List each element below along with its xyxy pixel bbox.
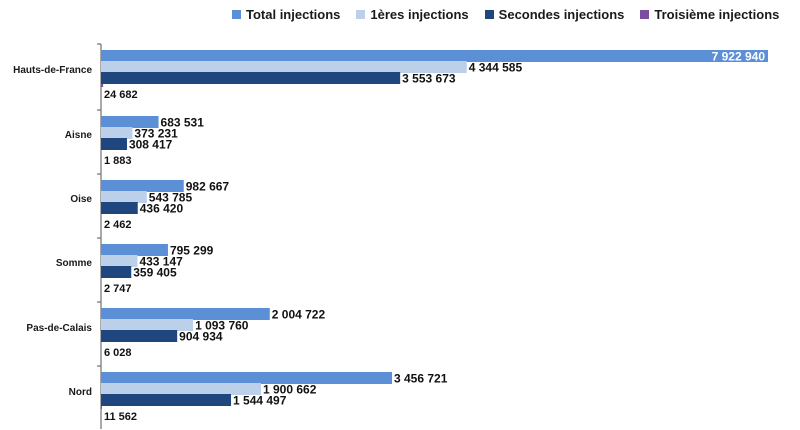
bar: [101, 255, 138, 267]
data-label: 308 417: [129, 138, 173, 152]
bar: [101, 330, 178, 342]
data-label: 1 900 662: [263, 383, 317, 397]
category-label: Aisne: [65, 130, 93, 141]
data-label: 1 093 760: [195, 319, 249, 333]
category-label: Pas-de-Calais: [26, 323, 92, 334]
data-label: 795 299: [170, 244, 214, 258]
bar: [101, 202, 138, 214]
data-label: 433 147: [139, 255, 183, 269]
legend-swatch-first: [356, 10, 366, 19]
legend-label-third: Troisième injections: [654, 7, 780, 22]
data-label: 3 456 721: [394, 372, 448, 386]
legend-label-second: Secondes injections: [498, 7, 625, 22]
bar: [101, 127, 133, 139]
legend-swatch-third: [640, 10, 650, 19]
legend-item-first: 1ères injections: [356, 7, 469, 22]
legend-item-second: Secondes injections: [484, 7, 625, 22]
bar: [101, 191, 147, 203]
category-label: Hauts-de-France: [13, 65, 92, 76]
data-label: 24 682: [104, 89, 138, 101]
bar: [101, 342, 102, 345]
data-label: 683 531: [161, 116, 205, 130]
data-label: 904 934: [179, 330, 223, 344]
data-label: 543 785: [149, 191, 193, 205]
legend-item-third: Troisième injections: [640, 7, 779, 22]
legend-item-total: Total injections: [232, 7, 340, 22]
bar: [101, 308, 270, 320]
data-label: 982 667: [186, 180, 230, 194]
category-label: Nord: [69, 387, 92, 398]
bar: [101, 61, 467, 73]
legend-swatch-total: [232, 10, 241, 19]
data-label: 2 462: [104, 219, 132, 231]
data-label: 2 004 722: [272, 308, 326, 322]
bar: [101, 394, 232, 406]
legend: Total injections 1ères injections Second…: [232, 7, 779, 22]
data-label: 373 231: [134, 127, 178, 141]
bar: [101, 116, 159, 128]
data-label: 1 883: [104, 155, 132, 167]
data-label: 7 922 940: [712, 50, 766, 64]
bar: [101, 372, 393, 384]
legend-swatch-second: [484, 10, 494, 19]
data-label: 436 420: [140, 202, 184, 216]
bar: [101, 180, 184, 192]
bar: [101, 406, 102, 409]
data-label: 4 344 585: [469, 61, 523, 75]
category-label: Oise: [70, 194, 92, 205]
bar: [101, 266, 132, 278]
data-label: 6 028: [104, 347, 132, 359]
bar: [101, 319, 194, 331]
category-label: Somme: [56, 258, 93, 269]
bar: [101, 150, 102, 153]
data-label: 11 562: [104, 411, 137, 423]
legend-label-first: 1ères injections: [370, 7, 469, 22]
bar: [101, 84, 104, 87]
bar: [101, 383, 262, 395]
data-label: 3 553 673: [402, 72, 456, 86]
bar: [101, 72, 401, 84]
bar: [101, 278, 102, 281]
legend-label-total: Total injections: [246, 7, 341, 22]
data-label: 359 405: [133, 266, 177, 280]
data-label: 1 544 497: [233, 394, 287, 408]
bar: [101, 50, 768, 62]
bar: [101, 214, 102, 217]
bar: [101, 244, 168, 256]
bar: [101, 138, 127, 150]
data-label: 2 747: [104, 283, 132, 295]
